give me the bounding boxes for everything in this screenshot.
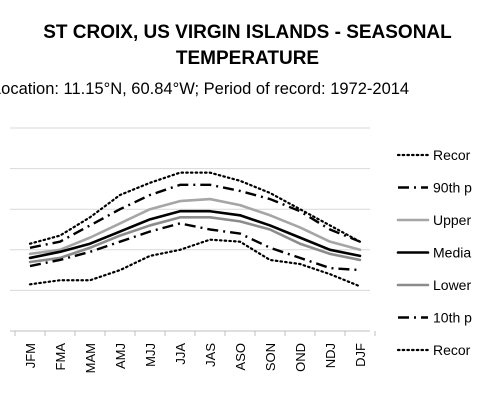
x-tick-label: JAS (203, 343, 218, 367)
x-tick-label: MAM (83, 343, 98, 373)
legend-label: Recor (433, 342, 471, 358)
legend-label: Media (433, 245, 471, 261)
x-tick-label: ASO (233, 343, 248, 370)
x-tick-label: DJF (353, 343, 368, 367)
x-tick-label: MJJ (143, 343, 158, 367)
x-tick-label: SON (263, 343, 278, 371)
legend: Recor 90th p Upper Media Lower 10th p Recor (396, 147, 472, 358)
legend-label: Lower (433, 277, 471, 293)
series-line-6 (29, 222, 361, 272)
series-lines (28, 171, 362, 288)
legend-label: 90th p (433, 180, 472, 196)
x-tick-label: NDJ (323, 343, 338, 368)
legend-label: 10th p (433, 310, 472, 326)
x-tick-label: JFM (23, 343, 38, 368)
chart-subtitle: Location: 11.15°N, 60.84°W; Period of re… (0, 80, 410, 98)
gridlines (10, 127, 370, 291)
x-tick-label: OND (293, 343, 308, 372)
legend-label: Recor (433, 147, 471, 163)
series-line-3 (28, 197, 362, 256)
series-line-1 (28, 171, 362, 245)
legend-label: Upper (433, 212, 471, 228)
series-line-5 (28, 216, 362, 264)
x-tick-label: FMA (53, 343, 68, 371)
x-axis (10, 330, 376, 336)
x-tick-label: AMJ (113, 343, 128, 369)
x-tick-labels: JFM FMA MAM AMJ MJJ JJA JAS ASO SON OND NDJ DJF (23, 343, 368, 374)
series-line-2 (29, 183, 361, 249)
x-tick-label: JJA (173, 343, 188, 365)
series-line-4 (28, 209, 362, 260)
series-line-7 (28, 238, 362, 288)
chart-title: ST CROIX, US VIRGIN ISLANDS - SEASONAL T… (43, 22, 452, 69)
